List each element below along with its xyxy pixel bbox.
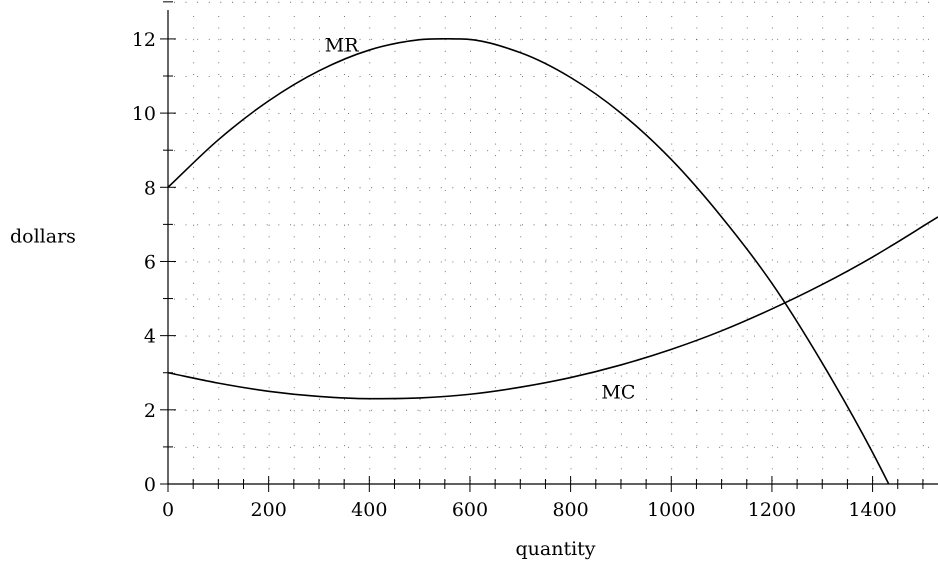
x-tick-label: 600	[452, 499, 488, 521]
series-line-mc	[168, 216, 938, 400]
grid	[174, 1, 929, 481]
labels-group: 0 200 400 600 800 1000 1200 1400 0 2 4 6 8 10 12 MR MC	[132, 29, 897, 521]
x-tick-label: 1000	[647, 499, 695, 521]
y-tick-label: 0	[144, 474, 156, 496]
x-tick-label: 200	[251, 499, 287, 521]
y-tick-label: 6	[144, 251, 156, 273]
y-tick-label: 2	[144, 400, 156, 422]
grid-dots	[174, 1, 929, 481]
x-tick-label: 800	[552, 499, 588, 521]
x-axis-title: quantity	[515, 538, 595, 560]
series-group	[168, 37, 938, 484]
axes	[160, 1, 938, 492]
x-tick-label: 0	[162, 499, 174, 521]
y-tick-label: 4	[144, 326, 156, 348]
y-tick-label: 10	[132, 103, 156, 125]
series-line-mr	[168, 37, 890, 484]
x-tick-label: 1400	[848, 499, 896, 521]
x-tick-label: 1200	[748, 499, 796, 521]
x-tick-label: 400	[351, 499, 387, 521]
y-tick-label: 12	[132, 29, 156, 51]
y-tick-label: 8	[144, 177, 156, 199]
y-axis-title: dollars	[10, 226, 76, 248]
series-label-mc: MC	[601, 381, 635, 403]
series-label-mr: MR	[325, 34, 359, 56]
